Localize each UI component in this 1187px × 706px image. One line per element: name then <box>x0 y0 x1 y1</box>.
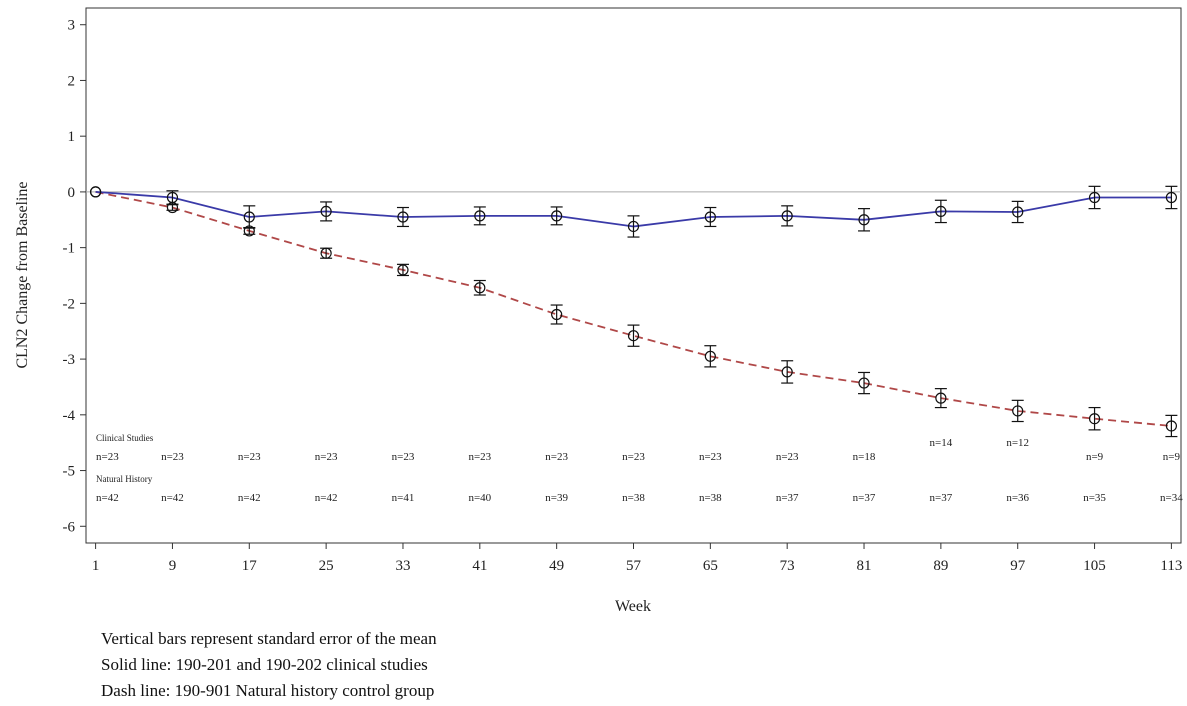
n-count-label: n=23 <box>315 451 338 463</box>
x-tick-label: 49 <box>549 558 564 574</box>
data-point <box>627 330 640 342</box>
y-tick-label: 0 <box>68 185 76 201</box>
data-point <box>935 392 947 404</box>
n-table-layer: Clinical Studies n=23 n=23 n=23 n=23 n=23 n=23… <box>96 433 1183 504</box>
y-tick-label: -6 <box>63 519 76 535</box>
x-tick-label: 65 <box>703 558 718 574</box>
data-point <box>781 366 793 378</box>
data-point <box>90 186 102 198</box>
data-point <box>1012 206 1024 218</box>
n-table-title: Clinical Studies <box>96 433 154 443</box>
data-point <box>1088 413 1101 425</box>
data-point <box>935 205 947 218</box>
n-table-title: Natural History <box>96 474 153 484</box>
n-count-label: n=36 <box>1006 492 1029 504</box>
x-tick-label: 25 <box>319 558 334 574</box>
data-point <box>320 247 332 259</box>
data-point <box>1165 420 1177 432</box>
n-count-label: n=23 <box>468 451 491 463</box>
x-tick-label: 97 <box>1010 558 1026 574</box>
n-count-label: n=9 <box>1086 451 1104 463</box>
data-point <box>627 220 640 233</box>
data-point <box>474 282 486 294</box>
n-count-label: n=40 <box>468 492 491 504</box>
n-count-label: n=14 <box>930 437 953 449</box>
x-axis-title: Week <box>615 598 651 615</box>
x-tick-label: 57 <box>626 558 642 574</box>
note-standard-error: Vertical bars represent standard error o… <box>101 629 437 648</box>
n-count-label: n=37 <box>853 492 876 504</box>
x-tick-label: 17 <box>242 558 258 574</box>
n-count-label: n=35 <box>1083 492 1106 504</box>
data-point <box>551 210 563 222</box>
note-dash-line: Dash line: 190-901 Natural history contr… <box>101 681 435 700</box>
y-tick-label: 2 <box>68 73 76 89</box>
y-axis: 3 2 1 0 -1 -2 -3 -4 -5 -6 <box>63 18 86 535</box>
n-count-label: n=23 <box>622 451 645 463</box>
series-layer <box>90 185 1178 438</box>
x-tick-label: 81 <box>857 558 872 574</box>
data-point <box>551 308 563 321</box>
y-tick-label: 3 <box>68 18 76 34</box>
notes: Vertical bars represent standard error o… <box>101 626 437 704</box>
data-point <box>320 205 332 218</box>
data-point <box>1012 405 1024 417</box>
n-count-label: n=23 <box>776 451 799 463</box>
x-tick-label: 33 <box>395 558 410 574</box>
n-count-label: n=23 <box>161 451 184 463</box>
y-tick-label: 1 <box>68 129 76 145</box>
n-count-label: n=39 <box>545 492 568 504</box>
n-count-label: n=18 <box>853 451 876 463</box>
x-tick-label: 41 <box>472 558 487 574</box>
n-count-label: n=23 <box>238 451 261 463</box>
data-point <box>166 201 179 214</box>
n-count-label: n=23 <box>699 451 722 463</box>
note-solid-line: Solid line: 190-201 and 190-202 clinical… <box>101 655 428 674</box>
data-point <box>1088 191 1101 204</box>
y-tick-label: -2 <box>63 296 76 312</box>
data-point <box>397 264 409 276</box>
data-point <box>858 214 870 226</box>
n-count-label: n=23 <box>96 451 119 463</box>
x-tick-label: 1 <box>92 558 100 574</box>
y-tick-label: -4 <box>63 408 76 424</box>
n-count-label: n=38 <box>699 492 722 504</box>
y-tick-label: -5 <box>63 464 76 480</box>
n-count-label: n=34 <box>1160 492 1183 504</box>
n-count-label: n=41 <box>392 492 415 504</box>
data-point <box>243 225 255 237</box>
chart: 3 2 1 0 -1 -2 -3 -4 -5 -6 1 9 17 25 33 41 49 57 65 73 81 89 9… <box>14 7 1183 615</box>
y-tick-label: -3 <box>63 352 76 368</box>
data-point <box>243 211 255 223</box>
data-point <box>397 211 409 223</box>
x-tick-label: 113 <box>1160 558 1182 574</box>
n-count-label: n=23 <box>392 451 415 463</box>
data-point <box>704 350 716 362</box>
n-count-label: n=37 <box>776 492 799 504</box>
y-axis-title: CLN2 Change from Baseline <box>14 181 31 368</box>
dashed-series-line <box>95 191 1172 427</box>
x-axis: 1 9 17 25 33 41 49 57 65 73 81 89 97 105 113 <box>92 543 1182 574</box>
n-count-label: n=42 <box>96 492 119 504</box>
data-point <box>474 210 486 222</box>
data-point <box>858 377 870 389</box>
n-count-label: n=37 <box>930 492 953 504</box>
x-tick-label: 73 <box>780 558 795 574</box>
y-tick-label: -1 <box>63 241 76 257</box>
x-tick-label: 9 <box>169 558 177 574</box>
n-count-label: n=42 <box>315 492 338 504</box>
x-tick-label: 105 <box>1083 558 1106 574</box>
data-point <box>704 211 716 223</box>
data-point <box>781 210 793 222</box>
n-count-label: n=12 <box>1006 437 1029 449</box>
n-count-label: n=42 <box>161 492 184 504</box>
n-count-label: n=9 <box>1163 451 1181 463</box>
x-tick-label: 89 <box>933 558 948 574</box>
n-count-label: n=38 <box>622 492 645 504</box>
n-count-label: n=42 <box>238 492 261 504</box>
n-count-label: n=23 <box>545 451 568 463</box>
data-point <box>1165 191 1177 204</box>
